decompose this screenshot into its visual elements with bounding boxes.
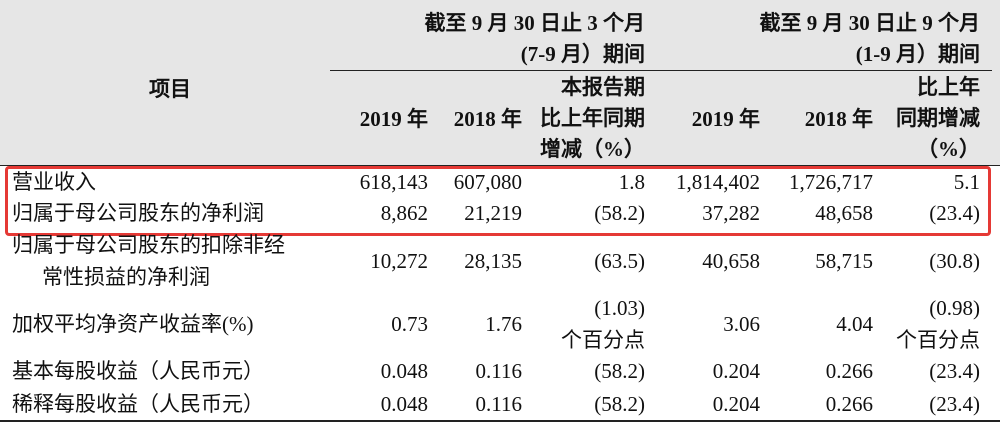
cell: 0.116 [475,392,522,416]
cell: 0.204 [712,359,760,383]
cell: (58.2) [594,392,645,416]
cell: 5.1 [953,170,980,194]
cell: (58.2) [594,201,645,225]
row-label: 营业收入 [12,170,96,194]
group-header: 截至 9 月 30 日止 3 个月 [424,11,646,35]
cell: 10,272 [370,249,428,273]
cell: 21,219 [464,201,522,225]
cell: 4.04 [836,312,873,336]
cell: (63.5) [594,249,645,273]
cell: 58,715 [815,249,873,273]
cell: (1.03) [594,296,645,320]
table-bottom-rule [0,420,1000,422]
group-header: 截至 9 月 30 日止 9 个月 [759,11,981,35]
cell: (23.4) [929,359,980,383]
row-label: 加权平均净资产收益率(%) [12,312,254,336]
cell: 3.06 [723,312,760,336]
cell: 28,135 [464,249,522,273]
column-header: 2018 年 [804,107,873,131]
cell: (23.4) [929,201,980,225]
cell: 0.204 [712,392,760,416]
row-label: 稀释每股收益（人民币元） [12,392,264,416]
row-label: 基本每股收益（人民币元） [12,359,264,383]
cell: 0.73 [391,312,428,336]
cell: 0.048 [380,392,428,416]
row-label: 常性损益的净利润 [42,265,210,289]
cell: 1,726,717 [789,170,873,194]
cell: 1,814,402 [676,170,760,194]
column-header: 比上年 [917,75,980,99]
cell: 37,282 [702,201,760,225]
cell: 618,143 [359,170,428,194]
cell: 0.116 [475,359,522,383]
cell: (23.4) [929,392,980,416]
header-background [0,0,1000,165]
cell: 40,658 [702,249,760,273]
cell: (30.8) [929,249,980,273]
highlight-box [5,166,991,236]
cell: 607,080 [453,170,522,194]
cell: 0.266 [825,392,873,416]
cell: 0.048 [380,359,428,383]
column-header: 增减（%） [540,137,645,161]
cell: (58.2) [594,359,645,383]
row-label: 归属于母公司股东的净利润 [12,201,264,225]
row-label: 归属于母公司股东的扣除非经 [12,233,285,257]
column-header: 2019 年 [359,107,428,131]
cell: 个百分点 [896,328,980,352]
column-header: 同期增减 [896,106,980,130]
cell: 48,658 [815,201,873,225]
header-bottom-rule [0,165,1000,166]
column-header: 本报告期 [561,75,645,99]
group-header: (7-9 月）期间 [520,42,645,66]
column-header: （%） [917,137,980,161]
column-header: 比上年同期 [540,106,645,130]
group-header: (1-9 月）期间 [855,42,980,66]
column-header: 2019 年 [691,107,760,131]
cell: 个百分点 [561,328,645,352]
column-header: 2018 年 [453,107,522,131]
header-rule [330,70,992,71]
cell: (0.98) [929,296,980,320]
cell: 1.76 [485,312,522,336]
cell: 8,862 [380,201,428,225]
item-header: 项目 [149,77,191,101]
cell: 1.8 [618,170,645,194]
cell: 0.266 [825,359,873,383]
